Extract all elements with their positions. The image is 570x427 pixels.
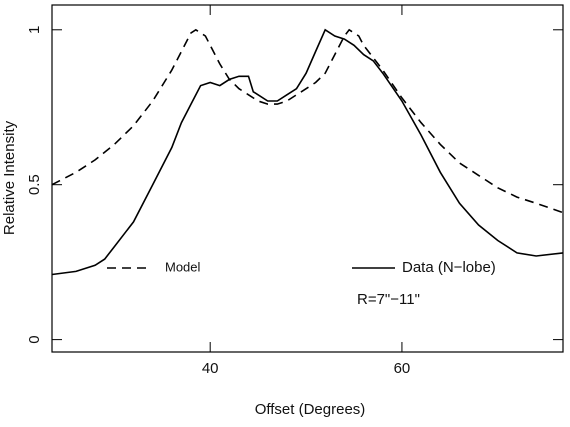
legend-label: Model bbox=[165, 259, 201, 274]
x-tick-label: 40 bbox=[202, 360, 219, 377]
legend-label: Data (N−lobe) bbox=[402, 259, 496, 276]
plot-frame bbox=[51, 4, 564, 353]
y-tick-label: 0.5 bbox=[26, 174, 43, 195]
data-line bbox=[51, 28, 564, 276]
annotation: R=7"−11" bbox=[357, 291, 420, 308]
y-axis-label: Relative Intensity bbox=[1, 120, 18, 235]
y-tick-label: 0 bbox=[26, 335, 43, 343]
data-line bbox=[51, 28, 564, 214]
x-tick-label: 60 bbox=[394, 360, 411, 377]
x-axis-label: Offset (Degrees) bbox=[255, 401, 366, 418]
y-tick-label: 1 bbox=[26, 26, 43, 34]
